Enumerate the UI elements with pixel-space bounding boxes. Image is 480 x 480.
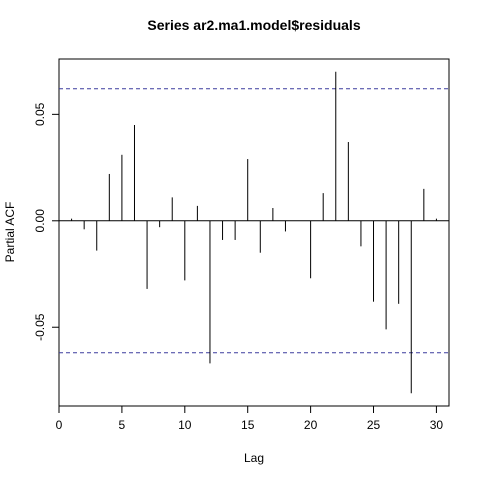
x-tick-label: 20 <box>304 418 318 432</box>
x-tick-label: 10 <box>178 418 192 432</box>
y-tick-label: 0.00 <box>33 209 47 233</box>
confidence-bounds <box>59 88 449 354</box>
x-axis-label: Lag <box>244 451 264 465</box>
chart-title: Series ar2.ma1.model$residuals <box>147 17 360 33</box>
plot-frame <box>58 58 450 407</box>
y-tick-label: 0.05 <box>33 102 47 126</box>
x-axis: 0 5 10 15 20 25 30 <box>56 405 444 432</box>
y-axis: -0.05 0.00 0.05 <box>33 102 60 341</box>
y-tick-label: -0.05 <box>33 313 47 341</box>
pacf-bars <box>59 71 449 394</box>
x-tick-label: 15 <box>241 418 255 432</box>
x-tick-label: 0 <box>56 418 63 432</box>
x-tick-label: 25 <box>367 418 381 432</box>
x-tick-label: 30 <box>430 418 444 432</box>
x-tick-label: 5 <box>119 418 126 432</box>
y-axis-label: Partial ACF <box>3 202 17 263</box>
